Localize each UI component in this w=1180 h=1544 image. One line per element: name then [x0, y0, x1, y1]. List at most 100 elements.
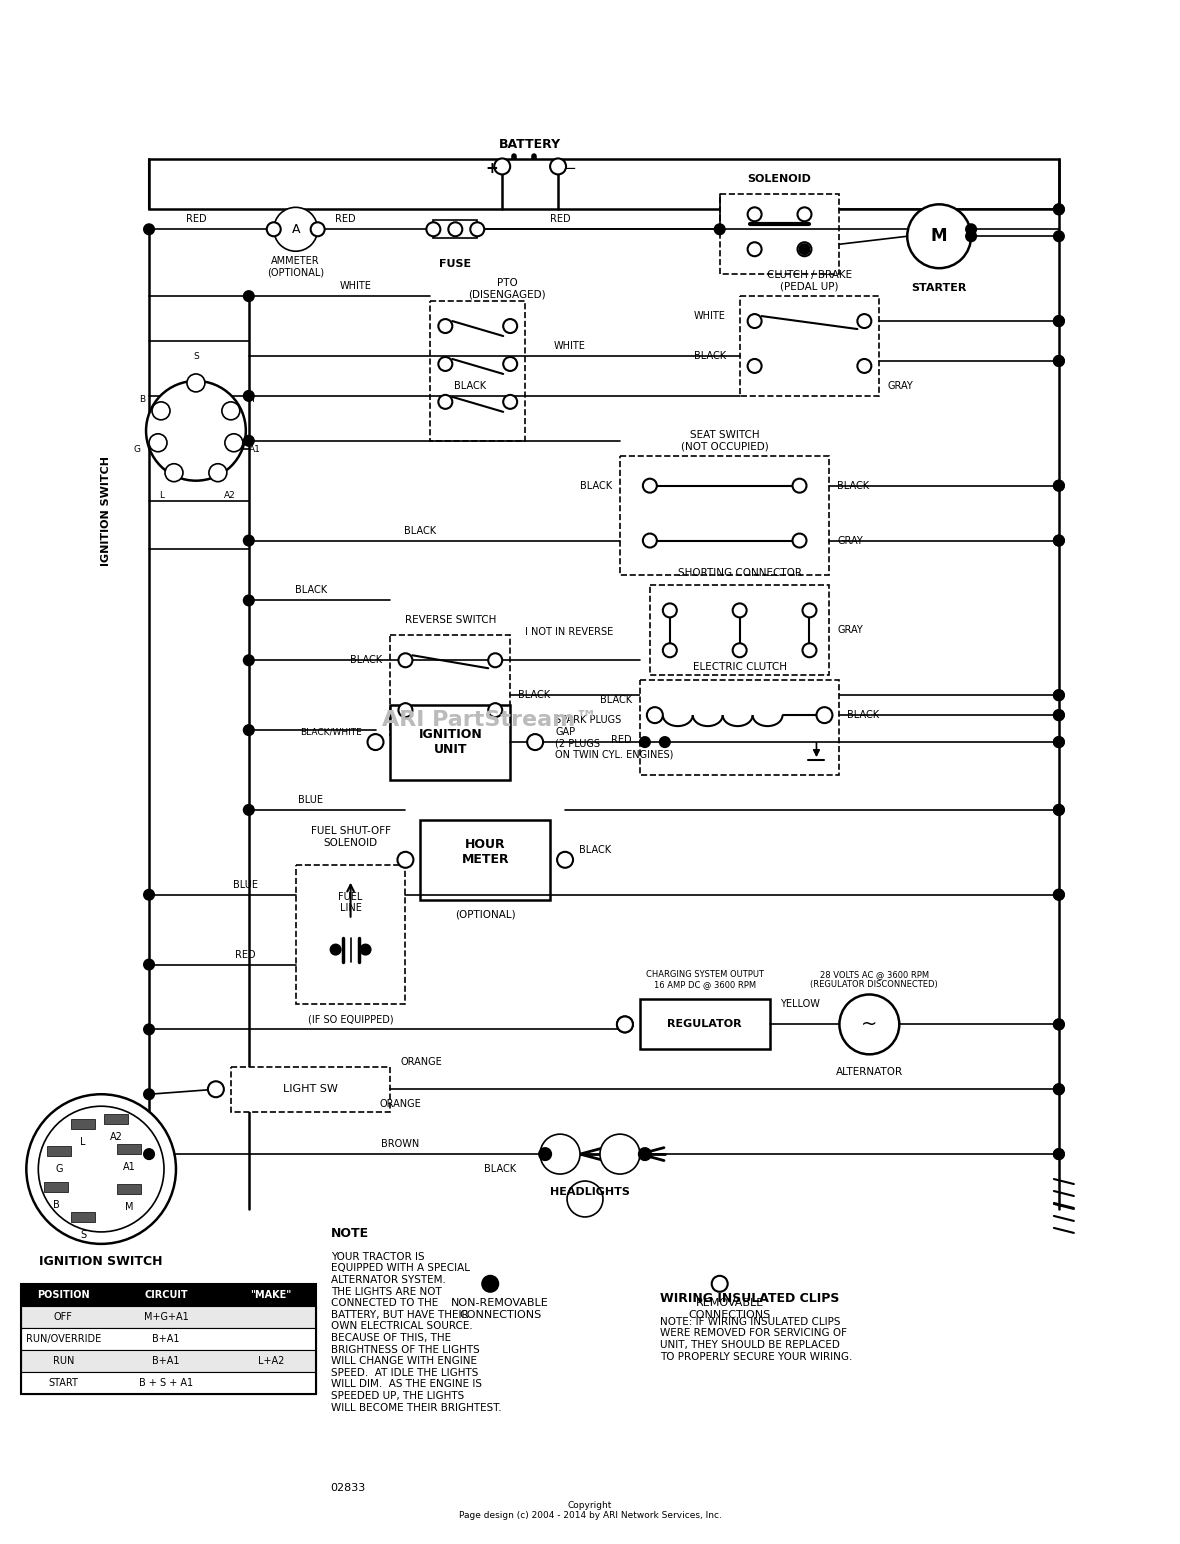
Circle shape [310, 222, 325, 236]
Bar [431, 301, 525, 440]
Circle shape [489, 703, 503, 716]
Circle shape [1054, 357, 1064, 366]
Circle shape [152, 401, 170, 420]
Circle shape [793, 534, 806, 548]
Circle shape [647, 707, 663, 723]
Bar [21, 1283, 315, 1394]
Circle shape [748, 207, 761, 221]
Circle shape [503, 395, 517, 409]
Text: CLUTCH / BRAKE
(PEDAL UP): CLUTCH / BRAKE (PEDAL UP) [767, 270, 852, 292]
Circle shape [966, 232, 976, 241]
Circle shape [1054, 480, 1064, 491]
Bar [433, 221, 477, 238]
Circle shape [494, 159, 510, 174]
Circle shape [483, 1275, 498, 1292]
Text: HOUR
METER: HOUR METER [461, 838, 509, 866]
Bar [391, 706, 510, 780]
Circle shape [144, 1089, 155, 1099]
Circle shape [274, 207, 317, 252]
Text: BLACK: BLACK [838, 480, 870, 491]
Circle shape [438, 357, 452, 371]
Bar [21, 1306, 315, 1328]
Text: NON-REMOVABLE
CONNECTIONS: NON-REMOVABLE CONNECTIONS [451, 1299, 549, 1320]
Text: B: B [53, 1200, 60, 1210]
Text: BLACK: BLACK [847, 710, 879, 720]
Circle shape [1054, 804, 1064, 815]
Circle shape [1054, 480, 1064, 491]
Circle shape [1054, 204, 1064, 215]
Text: BLACK: BLACK [579, 845, 611, 855]
Circle shape [144, 959, 155, 970]
Circle shape [540, 1135, 581, 1173]
Circle shape [399, 653, 413, 667]
Circle shape [1054, 889, 1064, 900]
Bar [71, 1212, 96, 1221]
Bar [231, 1067, 391, 1112]
Circle shape [489, 653, 503, 667]
Bar [21, 1283, 315, 1306]
Text: BLACK: BLACK [405, 525, 437, 536]
Circle shape [225, 434, 243, 452]
Circle shape [361, 945, 371, 954]
Text: 28 VOLTS AC @ 3600 RPM
(REGULATOR DISCONNECTED): 28 VOLTS AC @ 3600 RPM (REGULATOR DISCON… [811, 970, 938, 990]
Text: BLACK: BLACK [295, 585, 327, 596]
Circle shape [907, 204, 971, 269]
Text: BLACK: BLACK [484, 1164, 517, 1173]
Text: ARI PartStream™: ARI PartStream™ [382, 710, 598, 730]
Text: S: S [80, 1231, 86, 1240]
Circle shape [550, 159, 566, 174]
Text: G: G [133, 445, 140, 454]
Circle shape [733, 644, 747, 658]
Circle shape [1054, 1084, 1064, 1095]
Text: SHORTING CONNECTOR: SHORTING CONNECTOR [677, 568, 801, 579]
Text: SEAT SWITCH
(NOT OCCUPIED): SEAT SWITCH (NOT OCCUPIED) [681, 429, 768, 451]
Text: −: − [564, 161, 576, 176]
Circle shape [663, 604, 677, 618]
Circle shape [1054, 690, 1064, 699]
Text: BATTERY: BATTERY [499, 137, 562, 151]
Text: WHITE: WHITE [694, 310, 726, 321]
Circle shape [733, 604, 747, 618]
Text: M: M [931, 227, 948, 245]
Text: "MAKE": "MAKE" [250, 1289, 291, 1300]
Circle shape [244, 596, 254, 605]
Text: I NOT IN REVERSE: I NOT IN REVERSE [525, 627, 614, 638]
Circle shape [471, 222, 484, 236]
Circle shape [1054, 736, 1064, 747]
Circle shape [1054, 536, 1064, 545]
Text: B: B [139, 395, 145, 405]
Text: (OPTIONAL): (OPTIONAL) [455, 909, 516, 920]
Circle shape [802, 604, 817, 618]
Bar [650, 585, 830, 675]
Text: S: S [194, 352, 198, 361]
Bar [391, 635, 510, 735]
Circle shape [438, 320, 452, 334]
Text: CHARGING SYSTEM OUTPUT
16 AMP DC @ 3600 RPM: CHARGING SYSTEM OUTPUT 16 AMP DC @ 3600 … [645, 970, 763, 990]
Text: ORANGE: ORANGE [380, 1099, 421, 1109]
Circle shape [144, 889, 155, 900]
Text: NOTE: NOTE [330, 1227, 368, 1240]
Text: M+G+A1: M+G+A1 [144, 1312, 189, 1322]
Circle shape [712, 1275, 728, 1292]
Circle shape [568, 1181, 603, 1217]
Text: BLACK: BLACK [454, 381, 486, 391]
Text: RED: RED [550, 215, 570, 224]
Circle shape [144, 1149, 155, 1160]
Circle shape [527, 733, 543, 750]
Circle shape [1054, 232, 1064, 241]
Circle shape [1054, 710, 1064, 720]
Text: SOLENOID: SOLENOID [748, 174, 812, 184]
Text: SPARK PLUGS
GAP
(2 PLUGS
ON TWIN CYL. ENGINES): SPARK PLUGS GAP (2 PLUGS ON TWIN CYL. EN… [555, 715, 674, 760]
Text: B+A1: B+A1 [152, 1356, 179, 1365]
Circle shape [643, 534, 657, 548]
Text: ORANGE: ORANGE [400, 1058, 442, 1067]
Circle shape [209, 463, 227, 482]
Text: WIRING INSULATED CLIPS: WIRING INSULATED CLIPS [660, 1292, 839, 1305]
Circle shape [839, 994, 899, 1055]
Circle shape [798, 207, 812, 221]
Circle shape [222, 401, 240, 420]
Text: BLACK: BLACK [579, 480, 612, 491]
Circle shape [244, 804, 254, 815]
Circle shape [663, 644, 677, 658]
Text: HEADLIGHTS: HEADLIGHTS [550, 1187, 630, 1197]
